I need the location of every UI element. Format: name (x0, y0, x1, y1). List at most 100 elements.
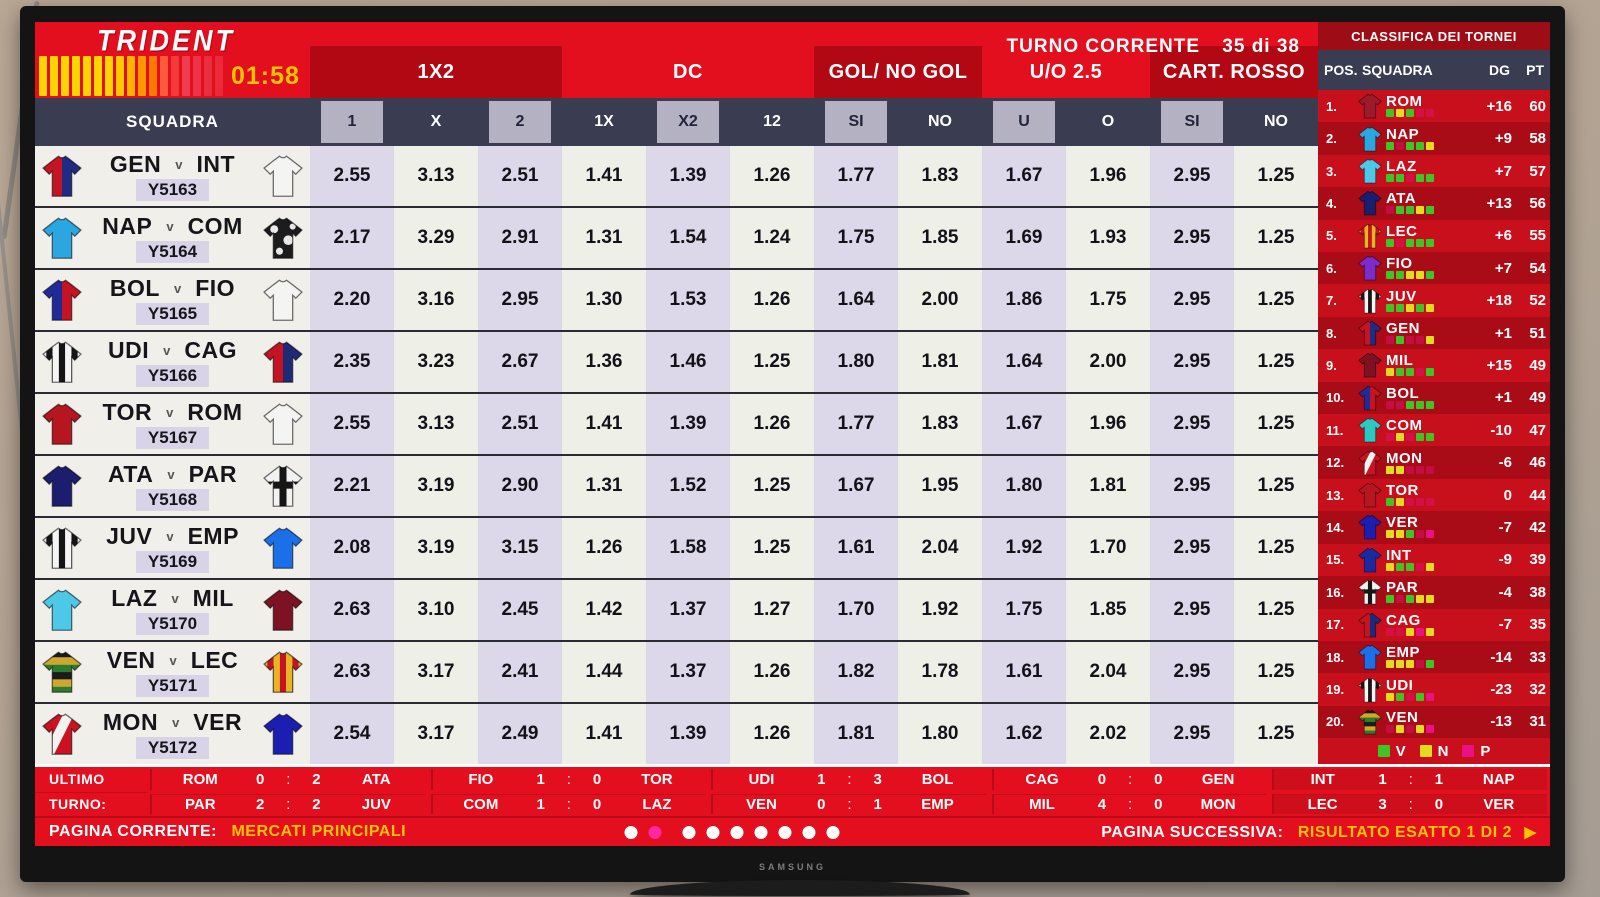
odds-si-10: 2.95 (1150, 208, 1234, 268)
standings-points: 33 (1529, 648, 1546, 666)
away-team-abbr: PAR (188, 461, 237, 487)
odds-no-7: 1.83 (898, 146, 982, 206)
standings-team: TOR (1386, 482, 1419, 500)
standings-goal-diff: -13 (1490, 713, 1512, 731)
betting-board-screen: TRIDENT 01:58 1X2 DC GOL/ NO GOL U/O 2.5 CAR… (35, 22, 1550, 846)
odds-u-8: 1.80 (982, 456, 1066, 516)
result-home-team: CAG (1025, 770, 1059, 788)
match-info: TOR v ROM Y5167 (35, 394, 310, 454)
result-home-team: INT (1310, 770, 1335, 788)
next-page-arrow-icon[interactable]: ▶ (1524, 823, 1536, 841)
page-dot-4 (706, 825, 720, 839)
column-header-squadra: SQUADRA (126, 112, 219, 131)
odds-o-9: 1.96 (1066, 146, 1150, 206)
standings-goal-diff: 0 (1503, 486, 1512, 504)
match-row-udi-cag: UDI v CAG Y5166 2.35 3.23 2.67 1.36 1.46 1.25… (35, 330, 1318, 392)
odds-1-0: 2.63 (310, 642, 394, 702)
standings-team: GEN (1386, 320, 1421, 338)
standings-form-squares (1386, 141, 1468, 150)
odds-si-6: 1.82 (814, 642, 898, 702)
home-team-abbr: JUV (106, 523, 153, 549)
standings-jersey-icon (1354, 417, 1386, 443)
standings-team: NAP (1386, 125, 1420, 143)
standings-form-squares (1386, 433, 1468, 442)
match-code: Y5172 (135, 737, 210, 759)
versus-label: v (166, 529, 174, 544)
odds-si-10: 2.95 (1150, 518, 1234, 578)
result-home-score: 3 (1378, 795, 1387, 813)
odds-2-2: 2.67 (478, 332, 562, 392)
result-away-score: 0 (1434, 795, 1444, 813)
result-home-score: 0 (255, 770, 265, 788)
match-code: Y5163 (135, 179, 210, 201)
odds-no-7: 1.83 (898, 394, 982, 454)
result-away-score: 1 (1434, 770, 1444, 788)
odds-x2-4: 1.39 (646, 146, 730, 206)
page-dot-6 (754, 825, 768, 839)
standings-jersey-icon (1354, 547, 1386, 573)
standings-form-squares (1386, 336, 1468, 345)
match-info: NAP v COM Y5164 (35, 208, 310, 268)
home-team-abbr: VEN (106, 647, 156, 673)
away-team-jersey-icon (258, 399, 308, 449)
result-away-team: EMP (921, 795, 954, 813)
standings-position: 2. (1326, 131, 1337, 147)
odds-1-0: 2.55 (310, 394, 394, 454)
home-team-jersey-icon (37, 647, 87, 697)
match-names: NAP v COM Y5164 (87, 213, 258, 263)
odds-si-10: 2.95 (1150, 332, 1234, 392)
standings-team: CAG (1386, 611, 1421, 629)
standings-title: CLASSIFICA DEI TORNEI (1318, 22, 1550, 50)
result-away-team: VER (1483, 795, 1515, 813)
odds-x2-4: 1.54 (646, 208, 730, 268)
standings-form-squares (1386, 368, 1468, 377)
odds-12-5: 1.25 (730, 332, 814, 392)
match-row-nap-com: NAP v COM Y5164 2.17 3.29 2.91 1.31 1.54 1.24… (35, 206, 1318, 268)
standings-position: 19. (1326, 682, 1345, 698)
odds-1x-3: 1.36 (562, 332, 646, 392)
standings-team: BOL (1386, 384, 1420, 402)
current-page-value: MERCATI PRINCIPALI (231, 823, 407, 840)
odds-u-8: 1.92 (982, 518, 1066, 578)
result-away-team: BOL (921, 770, 954, 788)
standings-jersey-icon (1354, 352, 1386, 378)
odds-u-8: 1.86 (982, 270, 1066, 330)
standings-goal-diff: +7 (1494, 162, 1512, 180)
result-away-score: 0 (1154, 770, 1163, 788)
away-team-abbr: COM (187, 213, 243, 239)
result-separator: : (1128, 770, 1133, 788)
result-lec-ver: LEC 3: 0 VER (1272, 793, 1547, 814)
odds-1-0: 2.55 (310, 146, 394, 206)
tv-frame: TRIDENT 01:58 1X2 DC GOL/ NO GOL U/O 2.5 CAR… (20, 6, 1565, 882)
odds-x-1: 3.17 (394, 642, 478, 702)
away-team-jersey-icon (258, 337, 308, 387)
odds-si-6: 1.67 (814, 456, 898, 516)
standings-team: VER (1386, 514, 1419, 532)
next-page: PAGINA SUCCESSIVA: RISULTATO ESATTO 1 DI… (1101, 823, 1536, 842)
pagination-bar: PAGINA CORRENTE: MERCATI PRINCIPALI PAGI… (35, 816, 1550, 846)
result-home-team: ROM (182, 770, 218, 788)
standings-row-par: 16. PAR -4 38 (1318, 576, 1550, 609)
legend-n-square (1419, 745, 1432, 757)
standings-row-ven: 20. VEN -13 31 (1318, 705, 1550, 739)
standings-team: LAZ (1386, 158, 1417, 176)
result-home-team: COM (463, 795, 499, 813)
versus-label: v (171, 591, 179, 606)
standings-team: FIO (1386, 255, 1413, 273)
result-away-score: 2 (312, 770, 321, 788)
home-team-jersey-icon (37, 709, 87, 759)
odds-1x-3: 1.42 (562, 580, 646, 640)
result-separator: : (566, 770, 571, 788)
standings-points: 54 (1529, 259, 1546, 277)
standings-form-squares (1386, 174, 1468, 183)
match-info: VEN v LEC Y5171 (35, 642, 310, 702)
standings-row-udi: 19. UDI -23 32 (1318, 673, 1550, 705)
page-dot-8 (802, 825, 816, 839)
standings-goal-diff: -7 (1498, 616, 1512, 634)
standings-points: 49 (1529, 389, 1546, 407)
match-code: Y5168 (135, 489, 210, 511)
standings-points: 49 (1529, 356, 1546, 374)
standings-position: 11. (1326, 422, 1344, 438)
odds-x2-4: 1.53 (646, 270, 730, 330)
